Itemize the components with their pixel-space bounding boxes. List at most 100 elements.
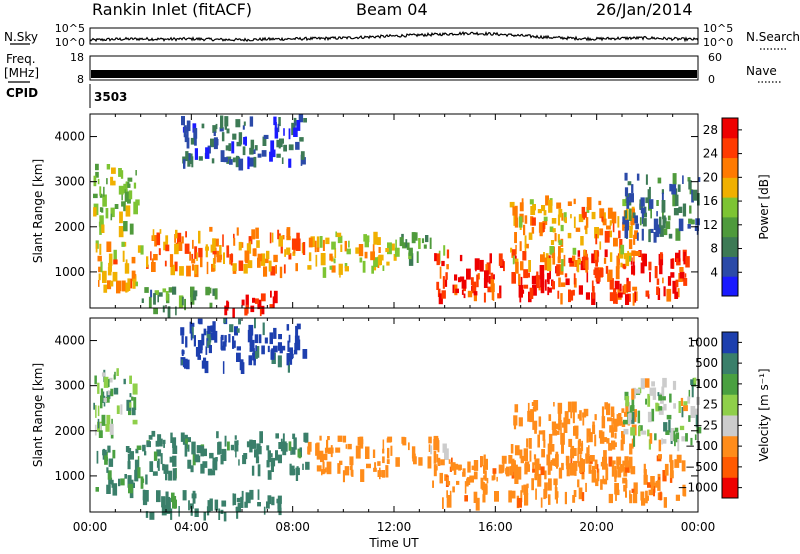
power-echo-cell <box>170 264 175 276</box>
velocity-echo-cell <box>548 478 552 491</box>
velocity-echo-cell <box>614 465 617 479</box>
power-echo-cell <box>675 252 680 262</box>
power-echo-cell <box>116 281 121 294</box>
velocity-echo-cell <box>661 386 665 397</box>
velocity-echo-cell <box>172 440 175 450</box>
power-echo-cell <box>127 278 131 291</box>
power-echo-cell <box>219 127 224 132</box>
velocity-echo-cell <box>240 496 244 508</box>
power-echo-cell <box>295 263 298 272</box>
power-echo-cell <box>663 228 668 236</box>
power-echo-cell <box>359 248 362 256</box>
power-echo-cell <box>630 215 635 226</box>
velocity-echo-cell <box>614 432 617 439</box>
power-echo-cell <box>252 297 256 303</box>
velocity-echo-cell <box>553 402 555 407</box>
velocity-echo-cell <box>151 430 156 437</box>
power-echo-cell <box>194 265 197 275</box>
power-echo-cell <box>254 298 259 304</box>
power-echo-cell <box>125 181 130 188</box>
velocity-echo-cell <box>174 445 177 454</box>
velocity-echo-cell <box>614 483 619 495</box>
velocity-echo-cell <box>534 463 539 476</box>
velocity-echo-cell <box>203 328 207 336</box>
power-echo-cell <box>549 246 555 255</box>
velocity-echo-cell <box>222 341 227 347</box>
power-echo-cell <box>459 254 463 262</box>
velocity-echo-cell <box>579 458 583 471</box>
power-echo-cell <box>585 292 590 300</box>
power-echo-cell <box>184 298 186 311</box>
velocity-echo-cell <box>622 477 627 484</box>
power-echo-cell <box>648 261 652 271</box>
power-echo-cell <box>437 288 441 297</box>
velocity-echo-cell <box>676 454 682 463</box>
power-echo-cell <box>625 294 630 305</box>
power-echo-cell <box>624 219 629 231</box>
velocity-echo-cell <box>691 385 694 398</box>
power-echo-cell <box>515 244 517 255</box>
velocity-echo-cell <box>566 456 570 462</box>
velocity-echo-cell <box>337 463 341 474</box>
velocity-echo-cell <box>558 413 562 421</box>
power-echo-cell <box>489 253 492 264</box>
power-echo-cell <box>498 253 503 266</box>
velocity-echo-cell <box>166 503 171 514</box>
power-echo-cell <box>558 277 561 288</box>
power-echo-cell <box>102 194 107 207</box>
velocity-echo-cell <box>100 423 102 436</box>
power-echo-cell <box>526 243 529 249</box>
power-echo-cell <box>322 267 327 278</box>
velocity-echo-cell <box>278 442 284 449</box>
velocity-echo-cell <box>141 478 145 483</box>
power-echo-cell <box>635 223 639 230</box>
power-echo-cell <box>99 193 103 198</box>
power-echo-cell <box>193 294 197 301</box>
velocity-colorbar-tick-label: 25 <box>703 398 718 412</box>
power-echo-cell <box>585 217 589 228</box>
power-echo-cell <box>185 231 187 238</box>
velocity-echo-cell <box>238 459 240 466</box>
velocity-echo-cell <box>456 480 460 485</box>
power-echo-cell <box>158 248 161 256</box>
power-echo-cell <box>490 283 495 292</box>
velocity-echo-cell <box>100 388 104 400</box>
power-echo-cell <box>196 252 198 261</box>
power-echo-cell <box>514 217 519 228</box>
velocity-echo-cell <box>170 432 173 443</box>
velocity-echo-band <box>307 435 393 483</box>
power-echo-cell <box>299 137 304 142</box>
velocity-echo-cell <box>103 376 109 388</box>
power-echo-cell <box>609 278 614 290</box>
velocity-echo-cell <box>182 490 187 501</box>
power-echo-cell <box>242 125 245 130</box>
velocity-echo-cell <box>303 432 306 442</box>
power-echo-cell <box>668 233 673 239</box>
velocity-echo-cell <box>277 454 282 464</box>
velocity-echo-cell <box>316 465 322 472</box>
power-echo-cell <box>678 250 681 262</box>
power-echo-cell <box>268 260 272 272</box>
velocity-echo-cell <box>108 458 114 467</box>
power-echo-cell <box>150 251 152 261</box>
velocity-echo-cell <box>648 439 651 450</box>
velocity-echo-cell <box>236 440 239 446</box>
velocity-echo-cell <box>651 408 655 422</box>
power-echo-cell <box>93 207 97 217</box>
power-echo-cell <box>183 159 186 169</box>
power-echo-cell <box>121 201 126 207</box>
velocity-echo-cell <box>182 359 188 368</box>
velocity-colorbar-tick-label: 100 <box>695 377 718 391</box>
power-echo-cell <box>186 137 190 149</box>
power-echo-cell <box>667 276 672 286</box>
velocity-echo-cell <box>442 443 447 453</box>
velocity-echo-cell <box>381 470 385 478</box>
velocity-echo-cell <box>527 410 531 422</box>
velocity-echo-cell <box>694 408 699 416</box>
power-echo-cell <box>558 240 563 246</box>
power-echo-cell <box>531 227 535 234</box>
velocity-echo-cell <box>613 418 618 432</box>
velocity-echo-cell <box>494 491 499 502</box>
velocity-echo-cell <box>337 435 343 442</box>
velocity-echo-cell <box>259 433 263 443</box>
